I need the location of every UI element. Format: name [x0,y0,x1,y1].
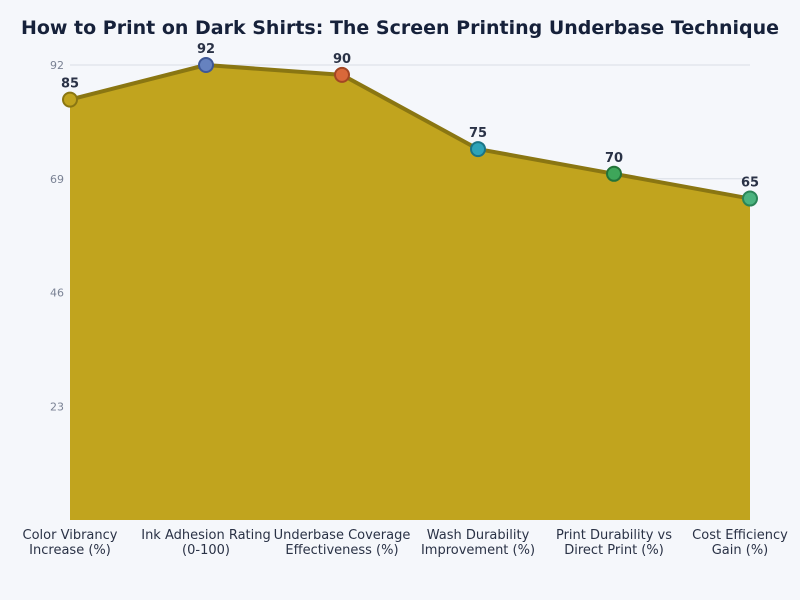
data-label-layer: 85 92 90 75 70 65 [61,42,759,191]
y-tick-label: 46 [50,287,64,300]
data-point[interactable] [198,57,214,73]
data-label: 90 [333,52,351,67]
y-tick-label: 69 [50,173,64,186]
data-label: 92 [197,42,215,57]
y-tick-label: 92 [50,59,64,72]
data-point[interactable] [62,91,78,108]
data-point[interactable] [470,141,486,158]
area-fill [70,65,750,520]
y-tick-label: 23 [50,400,64,413]
chart-title: How to Print on Dark Shirts: The Screen … [21,17,779,39]
x-axis: Color Vibrancy Increase (%) Ink Adhesion R… [23,528,789,558]
x-tick-label: Cost Efficiency Gain (%) [692,528,788,558]
data-point[interactable] [606,165,622,182]
y-axis: 23 46 69 92 [50,59,64,413]
marker-layer [62,57,758,207]
data-label: 85 [61,77,79,92]
area-layer [69,63,751,520]
x-tick-label: Underbase Coverage Effectiveness (%) [274,528,411,558]
x-tick-label: Wash Durability Improvement (%) [421,528,535,558]
series-line [69,63,751,201]
data-label: 65 [741,176,759,191]
x-tick-label: Ink Adhesion Rating (0-100) [141,528,271,558]
data-point[interactable] [334,66,350,83]
x-tick-label: Print Durability vs Direct Print (%) [556,528,672,558]
x-tick-label: Color Vibrancy Increase (%) [23,528,118,558]
data-label: 70 [605,151,623,166]
data-label: 75 [469,126,487,141]
data-point[interactable] [742,190,758,207]
